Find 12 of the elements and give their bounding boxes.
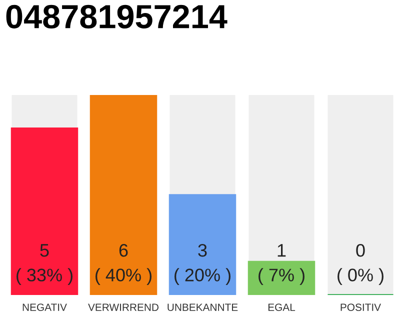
chart-title: 048781957214 <box>6 4 228 28</box>
x-tick-label: VERWIRREND <box>88 304 158 311</box>
data-label: 0 ( 0% ) <box>338 244 384 285</box>
x-tick-label: POSITIV <box>340 304 382 311</box>
x-tick-label: EGAL <box>268 304 296 311</box>
bar <box>248 260 316 295</box>
x-tick-label: NEGATIV <box>22 304 67 311</box>
x-tick-label: UNBEKANNTE <box>168 304 238 311</box>
data-label: 6 ( 40% ) <box>96 244 152 285</box>
data-label: 1 ( 7% ) <box>258 244 304 285</box>
data-label: 3 ( 20% ) <box>174 244 230 285</box>
data-label: 5 ( 33% ) <box>16 244 72 285</box>
